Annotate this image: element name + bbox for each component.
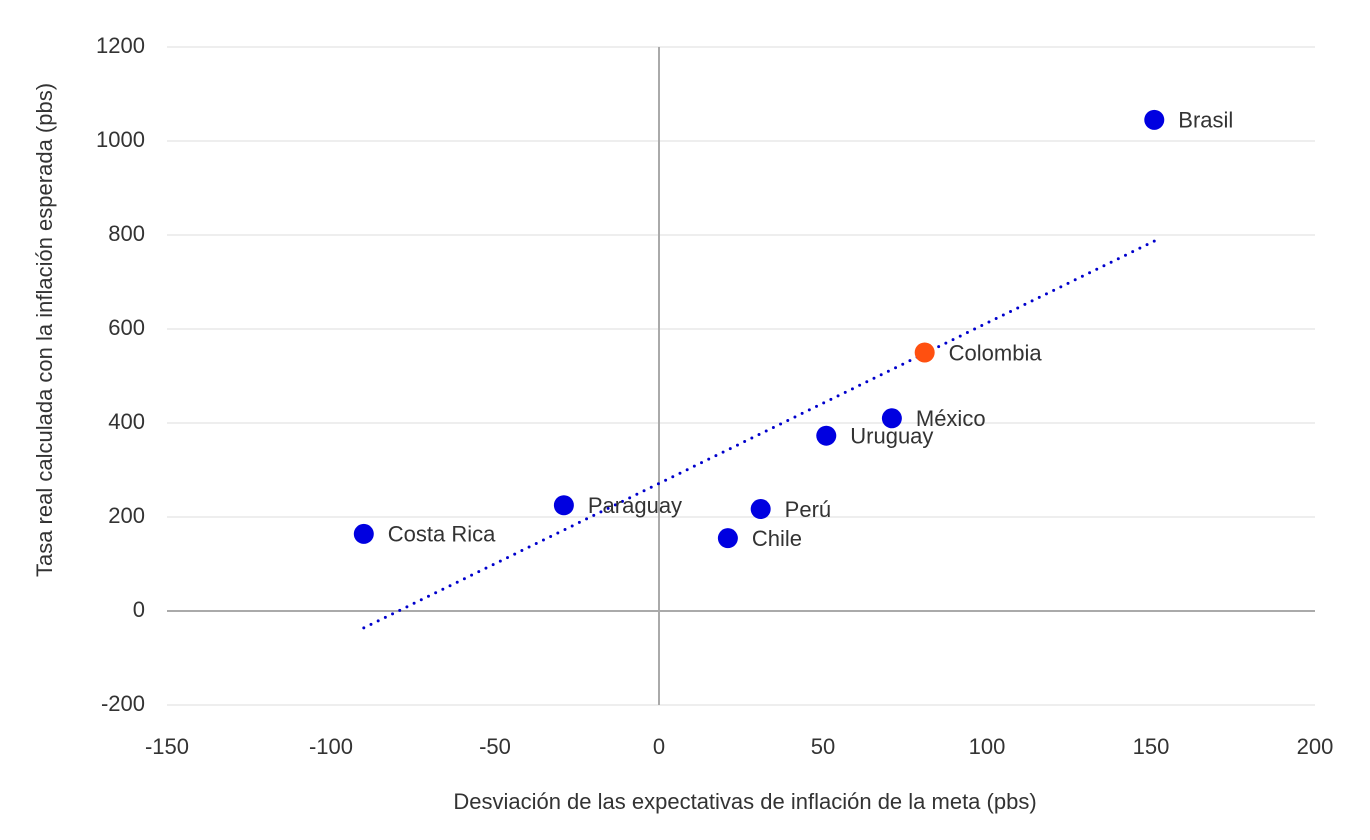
point-label: Paraguay (588, 493, 682, 518)
y-tick-label: 200 (108, 503, 145, 528)
point-label: Colombia (949, 340, 1043, 365)
point-label: Costa Rica (388, 522, 496, 547)
point (717, 528, 738, 549)
point (881, 408, 902, 429)
y-tick-label: 800 (108, 221, 145, 246)
point-label: Brasil (1178, 108, 1233, 133)
y-tick-label: -200 (101, 691, 145, 716)
point (914, 342, 935, 363)
point-label: Perú (785, 497, 831, 522)
x-tick-label: -150 (145, 734, 189, 759)
y-tick-label: 1200 (96, 33, 145, 58)
point (1144, 109, 1165, 130)
y-tick-label: 400 (108, 409, 145, 434)
y-axis-title: Tasa real calculada con la inflación esp… (32, 83, 57, 577)
point-label: México (916, 406, 986, 431)
x-tick-label: 150 (1133, 734, 1170, 759)
x-axis-title: Desviación de las expectativas de inflac… (453, 789, 1036, 814)
point-label: Uruguay (850, 424, 933, 449)
point-label: Chile (752, 526, 802, 551)
x-tick-label: -100 (309, 734, 353, 759)
y-tick-label: 600 (108, 315, 145, 340)
point (816, 425, 837, 446)
point (353, 523, 374, 544)
x-tick-label: 50 (811, 734, 835, 759)
x-tick-label: 100 (969, 734, 1006, 759)
y-tick-label: 0 (133, 597, 145, 622)
x-tick-label: 200 (1297, 734, 1334, 759)
trendline (362, 239, 1156, 630)
x-tick-label: -50 (479, 734, 511, 759)
y-tick-label: 1000 (96, 127, 145, 152)
point (750, 499, 771, 520)
x-tick-label: 0 (653, 734, 665, 759)
point (553, 495, 574, 516)
